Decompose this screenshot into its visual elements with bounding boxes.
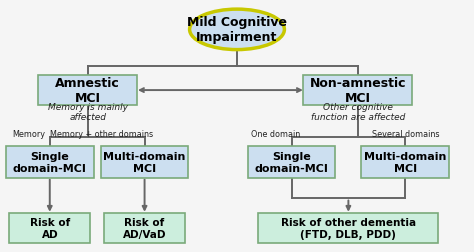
Text: One domain: One domain [251,130,301,139]
FancyBboxPatch shape [100,147,188,178]
FancyBboxPatch shape [303,76,412,106]
Text: Mild Cognitive
Impairment: Mild Cognitive Impairment [187,16,287,44]
Text: Several domains: Several domains [372,130,439,139]
Ellipse shape [190,10,284,50]
Text: Risk of
AD: Risk of AD [30,217,70,239]
Text: Multi-domain
MCI: Multi-domain MCI [103,152,186,173]
Text: Risk of
AD/VaD: Risk of AD/VaD [123,217,166,239]
Text: Other cognitive
function are affected: Other cognitive function are affected [310,103,405,122]
FancyBboxPatch shape [6,147,94,178]
Text: Memory is mainly
affected: Memory is mainly affected [48,103,128,122]
Text: Multi-domain
MCI: Multi-domain MCI [364,152,447,173]
FancyBboxPatch shape [38,76,137,106]
Text: Memory + other domains: Memory + other domains [50,130,154,139]
FancyBboxPatch shape [9,214,90,242]
Text: Risk of other dementia
(FTD, DLB, PDD): Risk of other dementia (FTD, DLB, PDD) [281,217,416,239]
Text: Amnestic
MCI: Amnestic MCI [55,77,120,105]
FancyBboxPatch shape [361,147,449,178]
FancyBboxPatch shape [247,147,336,178]
Text: Non-amnestic
MCI: Non-amnestic MCI [310,77,406,105]
FancyBboxPatch shape [104,214,185,242]
Text: Single
domain-MCI: Single domain-MCI [13,152,87,173]
Text: Single
domain-MCI: Single domain-MCI [255,152,328,173]
Text: Memory: Memory [12,130,45,139]
FancyBboxPatch shape [258,214,438,242]
